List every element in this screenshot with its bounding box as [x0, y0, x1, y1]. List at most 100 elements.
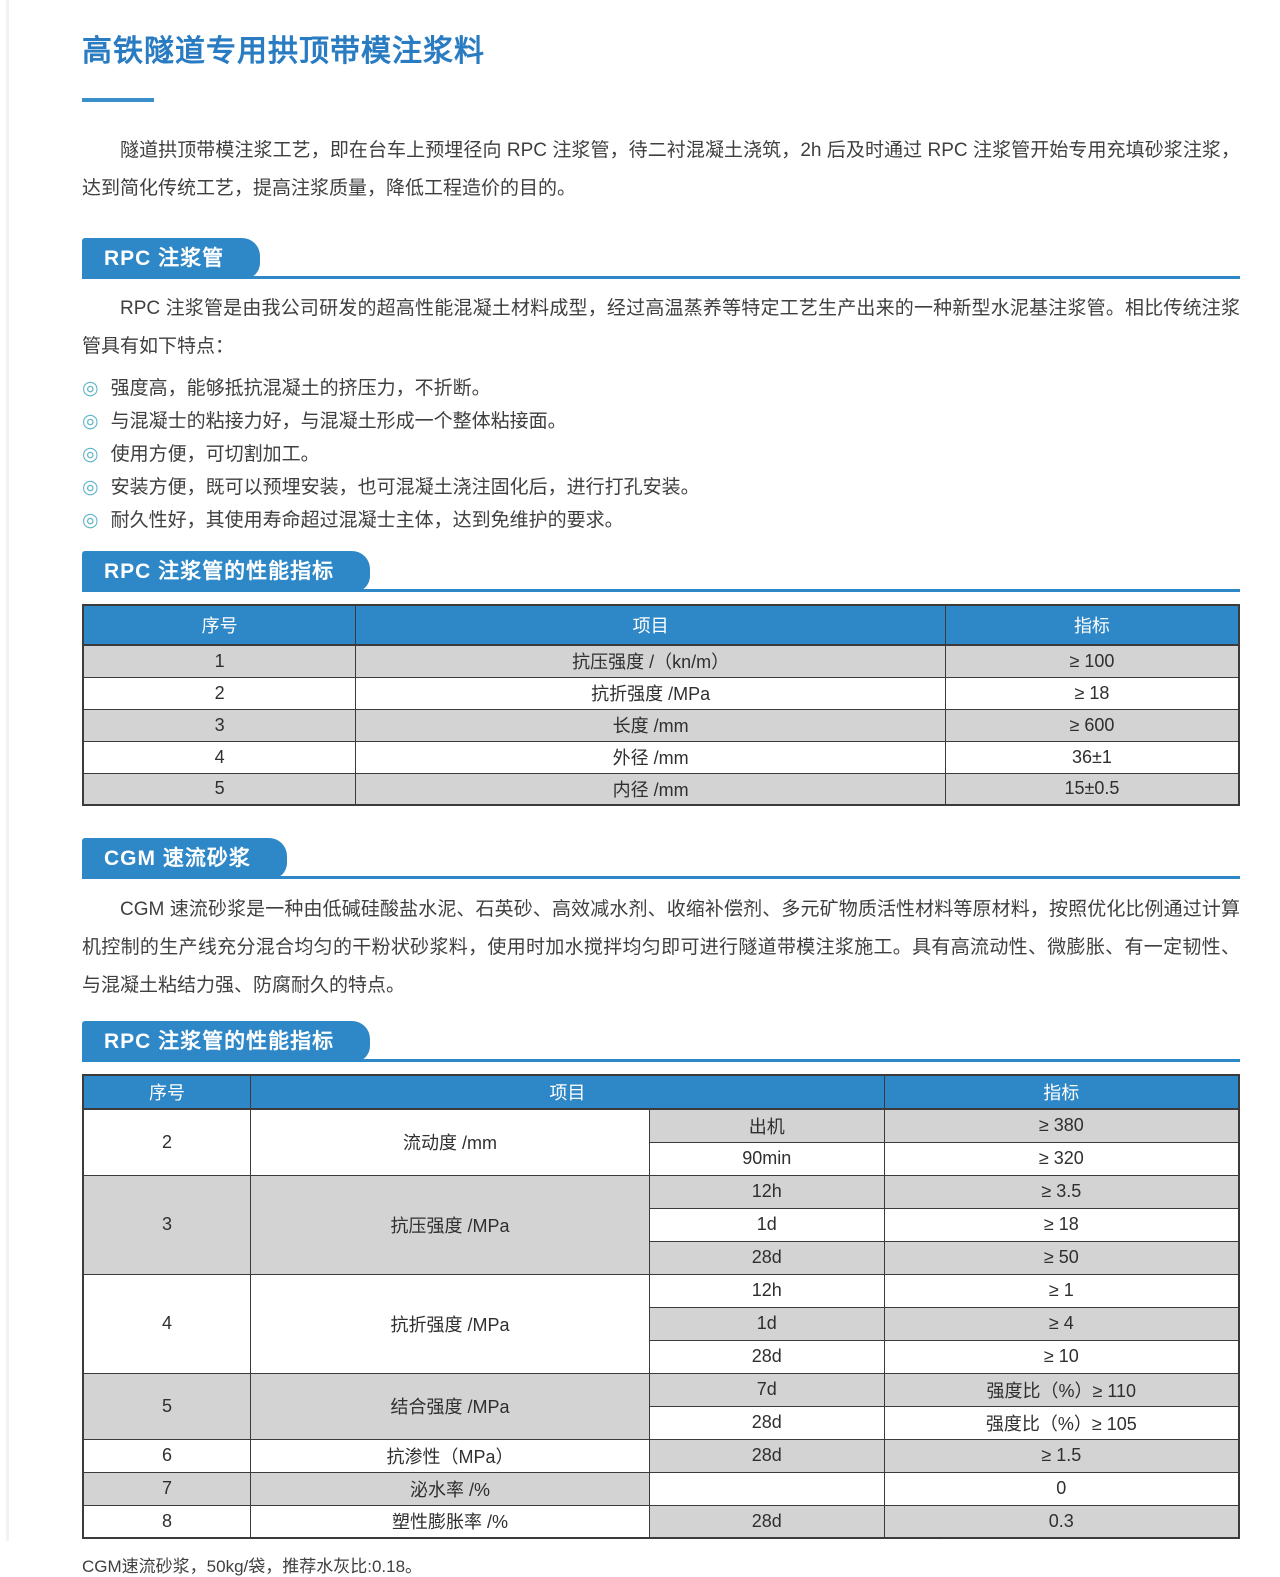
cell-item: 流动度 /mm [250, 1108, 650, 1176]
cell-value: 0.3 [883, 1504, 1240, 1539]
cell-value: ≥ 600 [944, 708, 1240, 742]
page-scan-edge [6, 0, 9, 1541]
cell-no: 3 [82, 1174, 252, 1275]
cell-item: 抗折强度 /MPa [355, 676, 946, 710]
table-row: 90min ≥ 320 [83, 1141, 1240, 1176]
cell-no: 5 [82, 772, 357, 806]
column-header-item: 项目 [355, 604, 946, 646]
table-row: 1 抗压强度 /（kn/m） ≥ 100 [82, 644, 1240, 678]
column-header-spec: 指标 [944, 604, 1240, 646]
rpc-feature-list: ◎ 强度高，能够抵抗混凝土的挤压力，不折断。 ◎ 与混凝士的粘接力好，与混凝土形成一… [82, 372, 1240, 537]
list-item-text: 强度高，能够抵抗混凝土的挤压力，不折断。 [110, 378, 491, 399]
ring-bullet-icon: ◎ [82, 477, 99, 498]
list-item-text: 使用方便，可切割加工。 [110, 444, 320, 465]
ring-bullet-icon: ◎ [82, 444, 99, 465]
cell-item: 抗折强度 /MPa [250, 1273, 650, 1374]
table-row: 3 抗压强度 /MPa 12h ≥ 3.5 [82, 1174, 1240, 1275]
cell-condition: 出机 [648, 1108, 885, 1143]
cell-condition: 7d [648, 1372, 885, 1407]
cell-condition: 90min [648, 1141, 885, 1176]
cell-no: 2 [82, 1108, 252, 1176]
cell-no: 2 [82, 676, 357, 710]
cell-condition [648, 1471, 885, 1506]
section-banner-cgm-specs: RPC 注浆管的性能指标 [82, 1021, 1240, 1062]
cell-value: 强度比（%）≥ 110 [883, 1372, 1240, 1407]
title-underline [82, 98, 154, 102]
cell-value: ≥ 1.5 [883, 1438, 1240, 1473]
cell-no: 7 [82, 1471, 252, 1506]
list-item: ◎ 强度高，能够抵抗混凝土的挤压力，不折断。 [82, 372, 1240, 405]
cell-value: ≥ 18 [883, 1207, 1240, 1242]
section-banner-rpc-pipe: RPC 注浆管 [82, 238, 1240, 279]
column-header-no: 序号 [82, 604, 357, 646]
table-row: 28d ≥ 50 [83, 1240, 1240, 1275]
section-banner-label: CGM 速流砂浆 [82, 838, 287, 879]
table-row: 28d ≥ 10 [83, 1339, 1240, 1374]
section-banner-label: RPC 注浆管 [82, 238, 261, 279]
cell-condition: 28d [648, 1405, 885, 1440]
cell-item: 抗压强度 /（kn/m） [355, 644, 946, 678]
cell-no: 5 [82, 1372, 252, 1440]
cell-item: 塑性膨胀率 /% [250, 1504, 650, 1539]
ring-bullet-icon: ◎ [82, 411, 99, 432]
table-row: 3 长度 /mm ≥ 600 [82, 708, 1240, 742]
ring-bullet-icon: ◎ [82, 378, 99, 399]
cell-no: 3 [82, 708, 357, 742]
list-item: ◎ 使用方便，可切割加工。 [82, 438, 1240, 471]
cell-condition: 12h [648, 1174, 885, 1209]
cell-item: 抗渗性（MPa） [250, 1438, 650, 1473]
column-header-no: 序号 [82, 1074, 252, 1110]
list-item-text: 与混凝士的粘接力好，与混凝土形成一个整体粘接面。 [110, 411, 567, 432]
cell-value: 15±0.5 [944, 772, 1240, 806]
cell-value: ≥ 4 [883, 1306, 1240, 1341]
cgm-spec-table: 序号 项目 指标 2 流动度 /mm 出机 ≥ 380 90min ≥ 320 … [82, 1074, 1240, 1539]
cell-condition: 1d [648, 1306, 885, 1341]
table-row: 4 外径 /mm 36±1 [82, 740, 1240, 774]
intro-paragraph: 隧道拱顶带模注浆工艺，即在台车上预埋径向 RPC 注浆管，待二衬混凝土浇筑，2h… [82, 140, 1240, 199]
cell-condition: 28d [648, 1339, 885, 1374]
cell-item: 内径 /mm [355, 772, 946, 806]
cell-item: 泌水率 /% [250, 1471, 650, 1506]
list-item-text: 耐久性好，其使用寿命超过混凝士主体，达到免维护的要求。 [110, 510, 624, 531]
cell-condition: 28d [648, 1438, 885, 1473]
section-banner-cgm: CGM 速流砂浆 [82, 838, 1240, 879]
cell-item: 结合强度 /MPa [250, 1372, 650, 1440]
cgm-paragraph: CGM 速流砂浆是一种由低碱硅酸盐水泥、石英砂、高效减水剂、收缩补偿剂、多元矿物… [82, 899, 1240, 996]
table-row: 28d 强度比（%）≥ 105 [83, 1405, 1240, 1440]
column-header-item: 项目 [250, 1074, 885, 1110]
cell-value: ≥ 1 [883, 1273, 1240, 1308]
cell-value: 0 [883, 1471, 1240, 1506]
cell-value: 强度比（%）≥ 105 [883, 1405, 1240, 1440]
table-row: 1d ≥ 18 [83, 1207, 1240, 1242]
cell-value: ≥ 320 [883, 1141, 1240, 1176]
cell-value: ≥ 100 [944, 644, 1240, 678]
cell-condition: 1d [648, 1207, 885, 1242]
cell-no: 8 [82, 1504, 252, 1539]
section-banner-label: RPC 注浆管的性能指标 [82, 1021, 371, 1062]
cell-value: ≥ 50 [883, 1240, 1240, 1275]
table-header-row: 序号 项目 指标 [82, 1074, 1240, 1110]
table-row: 5 内径 /mm 15±0.5 [82, 772, 1240, 806]
rpc-pipe-paragraph: RPC 注浆管是由我公司研发的超高性能混凝土材料成型，经过高温蒸养等特定工艺生产… [82, 298, 1240, 357]
table-row: 7 泌水率 /% 0 [82, 1471, 1240, 1506]
table-row: 5 结合强度 /MPa 7d 强度比（%）≥ 110 [82, 1372, 1240, 1440]
list-item: ◎ 耐久性好，其使用寿命超过混凝士主体，达到免维护的要求。 [82, 504, 1240, 537]
table-row: 2 流动度 /mm 出机 ≥ 380 [82, 1108, 1240, 1176]
list-item: ◎ 安装方便，既可以预埋安装，也可混凝土浇注固化后，进行打孔安装。 [82, 471, 1240, 504]
table-row: 2 抗折强度 /MPa ≥ 18 [82, 676, 1240, 710]
table-row: 4 抗折强度 /MPa 12h ≥ 1 [82, 1273, 1240, 1374]
table-row: 6 抗渗性（MPa） 28d ≥ 1.5 [82, 1438, 1240, 1473]
ring-bullet-icon: ◎ [82, 510, 99, 531]
cell-value: ≥ 3.5 [883, 1174, 1240, 1209]
page-title: 高铁隧道专用拱顶带模注浆料 [82, 35, 485, 68]
cell-value: ≥ 380 [883, 1108, 1240, 1143]
cell-no: 4 [82, 1273, 252, 1374]
cell-condition: 12h [648, 1273, 885, 1308]
cell-no: 4 [82, 740, 357, 774]
cell-value: ≥ 10 [883, 1339, 1240, 1374]
rpc-spec-table: 序号 项目 指标 1 抗压强度 /（kn/m） ≥ 100 2 抗折强度 /MP… [82, 604, 1240, 806]
cell-item: 外径 /mm [355, 740, 946, 774]
section-banner-label: RPC 注浆管的性能指标 [82, 551, 371, 592]
cell-item: 长度 /mm [355, 708, 946, 742]
